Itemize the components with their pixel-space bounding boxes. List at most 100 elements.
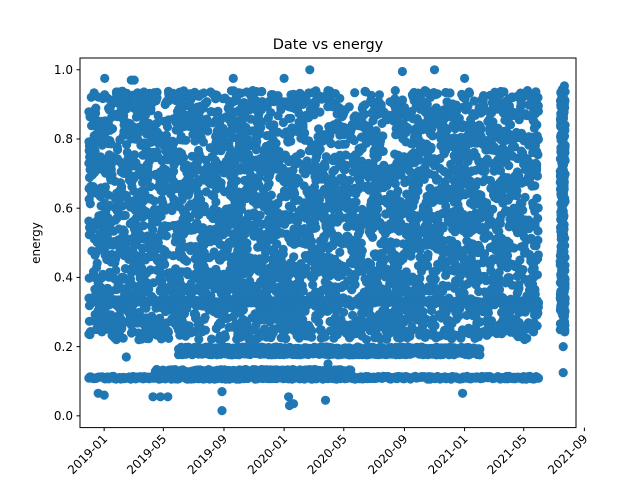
data-point xyxy=(111,194,121,204)
data-point xyxy=(426,198,437,208)
data-point xyxy=(328,156,338,166)
data-point xyxy=(314,309,325,320)
data-point xyxy=(269,248,279,258)
data-point xyxy=(139,206,149,216)
data-point xyxy=(106,175,116,185)
data-point xyxy=(367,314,377,324)
data-point xyxy=(558,105,568,115)
data-point xyxy=(515,255,525,265)
data-point xyxy=(245,98,255,108)
data-point xyxy=(235,165,245,175)
data-point xyxy=(369,146,379,156)
data-point xyxy=(526,256,536,266)
data-point xyxy=(251,218,262,228)
data-point xyxy=(107,112,117,122)
data-point xyxy=(292,331,302,341)
data-point xyxy=(449,207,459,217)
data-point xyxy=(173,220,183,230)
data-point xyxy=(456,288,466,298)
data-point xyxy=(84,137,94,147)
data-point xyxy=(480,208,491,218)
data-point xyxy=(392,171,402,181)
data-point xyxy=(160,221,170,231)
data-point xyxy=(294,176,304,186)
data-point xyxy=(113,205,123,215)
data-point xyxy=(220,140,231,150)
data-point xyxy=(397,305,407,315)
data-point xyxy=(206,107,216,117)
data-point xyxy=(478,135,488,145)
data-point xyxy=(347,285,357,295)
data-point xyxy=(533,92,543,103)
data-point xyxy=(92,216,102,226)
data-point xyxy=(557,121,568,132)
data-point xyxy=(311,176,321,186)
data-point xyxy=(407,272,418,282)
data-point xyxy=(156,211,166,221)
data-point xyxy=(476,104,486,115)
data-point xyxy=(403,112,413,122)
data-point xyxy=(417,125,427,135)
data-point xyxy=(471,262,481,272)
data-point xyxy=(390,179,400,189)
data-point xyxy=(112,142,122,152)
data-point xyxy=(119,284,129,294)
data-point xyxy=(526,325,537,335)
data-point xyxy=(486,257,496,267)
data-point xyxy=(186,170,196,180)
data-point xyxy=(384,321,394,331)
data-point xyxy=(236,88,246,98)
data-point xyxy=(86,92,96,102)
data-point xyxy=(127,93,138,103)
data-point xyxy=(393,262,403,272)
data-point xyxy=(321,92,331,102)
data-point xyxy=(501,278,511,288)
data-point xyxy=(528,147,538,158)
data-point xyxy=(191,219,202,229)
data-point xyxy=(155,260,165,270)
data-point xyxy=(504,161,514,171)
data-point xyxy=(525,177,535,187)
data-point xyxy=(371,138,381,148)
data-point xyxy=(558,132,568,142)
data-point xyxy=(127,217,138,227)
data-point xyxy=(558,165,568,175)
data-point xyxy=(138,178,148,188)
data-point xyxy=(391,279,402,289)
data-point xyxy=(347,133,357,143)
data-point xyxy=(364,306,374,316)
data-point xyxy=(492,225,502,235)
data-point xyxy=(216,319,226,329)
data-point xyxy=(263,181,273,192)
data-point xyxy=(247,313,257,323)
data-point xyxy=(252,136,262,147)
data-point xyxy=(514,110,525,120)
data-point xyxy=(421,328,431,338)
data-point xyxy=(237,252,247,262)
data-point xyxy=(199,88,209,98)
data-point xyxy=(501,146,511,156)
data-point xyxy=(525,92,535,102)
data-point xyxy=(342,188,352,198)
data-point xyxy=(460,245,470,256)
data-point xyxy=(308,186,318,196)
data-point xyxy=(211,116,221,126)
data-point xyxy=(494,217,504,227)
data-point xyxy=(256,123,266,133)
data-point xyxy=(107,124,117,134)
data-point xyxy=(306,99,316,109)
data-point xyxy=(385,314,395,324)
data-point xyxy=(209,231,219,242)
data-point xyxy=(148,327,158,337)
data-point xyxy=(308,280,318,290)
data-point xyxy=(471,165,481,175)
data-point xyxy=(219,168,229,178)
data-point xyxy=(500,115,510,125)
data-point xyxy=(125,274,136,284)
data-point xyxy=(121,190,131,201)
data-point xyxy=(465,210,475,220)
data-point xyxy=(374,90,384,100)
data-point xyxy=(405,313,415,323)
data-point xyxy=(287,168,297,178)
data-point xyxy=(194,334,204,344)
